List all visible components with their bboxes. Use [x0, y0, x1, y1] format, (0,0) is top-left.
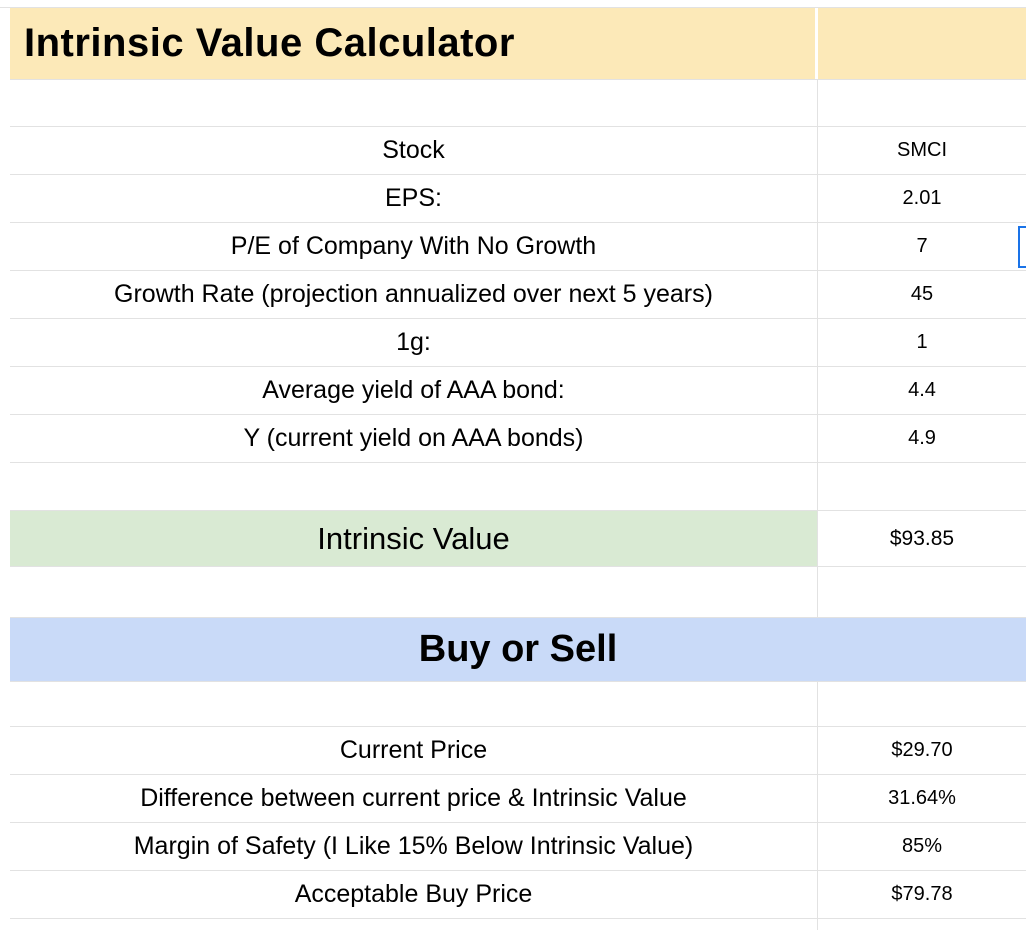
header-row: Intrinsic Value Calculator [10, 8, 1026, 80]
row-value: 7 [916, 235, 928, 257]
buy-or-sell-title: Buy or Sell [418, 628, 618, 670]
intrinsic-value-result: $93.85 [889, 526, 955, 550]
label-cell[interactable]: Growth Rate (projection annualized over … [10, 271, 818, 318]
row-value: 4.9 [908, 427, 936, 449]
value-cell[interactable]: 1 [818, 319, 1026, 366]
top-gridline [0, 0, 1026, 8]
table-row: Margin of Safety (I Like 15% Below Intri… [10, 823, 1026, 871]
label-cell[interactable]: 1g: [10, 319, 818, 366]
row-value: 45 [910, 283, 934, 305]
intrinsic-value-label-cell[interactable]: Intrinsic Value [10, 511, 818, 566]
table-row: 1g: 1 [10, 319, 1026, 367]
label-cell[interactable]: Y (current yield on AAA bonds) [10, 415, 818, 462]
label-cell[interactable]: Margin of Safety (I Like 15% Below Intri… [10, 823, 818, 870]
row-value: 1 [916, 331, 928, 353]
label-cell[interactable]: P/E of Company With No Growth [10, 223, 818, 270]
value-cell[interactable]: 85% [818, 823, 1026, 870]
value-cell[interactable]: 4.4 [818, 367, 1026, 414]
row-value: $79.78 [891, 883, 953, 905]
row-value: 85% [901, 835, 943, 857]
table-row [10, 80, 1026, 127]
value-cell[interactable]: 31.64% [818, 775, 1026, 822]
title-cell[interactable]: Intrinsic Value Calculator [10, 8, 818, 79]
empty-cell[interactable] [10, 567, 818, 617]
table-row: Average yield of AAA bond: 4.4 [10, 367, 1026, 415]
row-label: Acceptable Buy Price [294, 880, 533, 908]
row-label: Stock [382, 136, 445, 164]
value-cell[interactable]: $79.78 [818, 871, 1026, 918]
table-row [10, 463, 1026, 511]
table-row [10, 567, 1026, 618]
table-row: Growth Rate (projection annualized over … [10, 271, 1026, 319]
sheet-grid: Intrinsic Value Calculator Stock SMCI EP… [10, 8, 1026, 930]
row-label: Growth Rate (projection annualized over … [114, 280, 713, 308]
buy-or-sell-banner[interactable]: Buy or Sell [10, 618, 1026, 682]
empty-cell[interactable] [818, 463, 1026, 510]
page-title: Intrinsic Value Calculator [24, 21, 515, 65]
row-label: Current Price [339, 736, 488, 764]
value-cell[interactable]: $29.70 [818, 727, 1026, 774]
table-row: EPS: 2.01 [10, 175, 1026, 223]
row-value: 2.01 [902, 187, 942, 209]
row-label: Margin of Safety (I Like 15% Below Intri… [133, 832, 694, 860]
intrinsic-value-label: Intrinsic Value [317, 520, 510, 556]
value-cell[interactable]: 2.01 [818, 175, 1026, 222]
intrinsic-value-result-cell[interactable]: $93.85 [818, 511, 1026, 566]
empty-cell[interactable] [10, 80, 818, 126]
cell-selection-border [1018, 226, 1026, 268]
header-spacer-cell[interactable] [818, 8, 1026, 79]
empty-cell[interactable] [818, 567, 1026, 617]
table-row [10, 919, 1026, 930]
empty-cell[interactable] [10, 919, 818, 930]
label-cell[interactable]: Difference between current price & Intri… [10, 775, 818, 822]
row-value: 4.4 [908, 379, 936, 401]
value-cell[interactable]: 7 [818, 223, 1026, 270]
label-cell[interactable]: Average yield of AAA bond: [10, 367, 818, 414]
value-cell[interactable]: 4.9 [818, 415, 1026, 462]
table-row: Stock SMCI [10, 127, 1026, 175]
row-label: EPS: [385, 184, 442, 212]
label-cell[interactable]: Current Price [10, 727, 818, 774]
value-cell[interactable]: SMCI [818, 127, 1026, 174]
table-row: P/E of Company With No Growth 7 [10, 223, 1026, 271]
table-row: Difference between current price & Intri… [10, 775, 1026, 823]
row-label: Difference between current price & Intri… [140, 784, 687, 812]
row-label: P/E of Company With No Growth [230, 232, 597, 260]
row-value: 31.64% [888, 787, 956, 809]
empty-cell[interactable] [818, 80, 1026, 126]
empty-cell[interactable] [10, 682, 818, 726]
row-value: SMCI [897, 139, 947, 161]
table-row: Y (current yield on AAA bonds) 4.9 [10, 415, 1026, 463]
empty-cell[interactable] [818, 682, 1026, 726]
label-cell[interactable]: EPS: [10, 175, 818, 222]
intrinsic-value-row: Intrinsic Value $93.85 [10, 511, 1026, 567]
empty-cell[interactable] [818, 919, 1026, 930]
table-row: Acceptable Buy Price $79.78 [10, 871, 1026, 919]
table-row: Current Price $29.70 [10, 727, 1026, 775]
table-row [10, 682, 1026, 727]
row-label: Average yield of AAA bond: [262, 376, 565, 404]
empty-cell[interactable] [10, 463, 818, 510]
label-cell[interactable]: Acceptable Buy Price [10, 871, 818, 918]
row-label: 1g: [396, 328, 431, 356]
value-cell[interactable]: 45 [818, 271, 1026, 318]
label-cell[interactable]: Stock [10, 127, 818, 174]
row-label: Y (current yield on AAA bonds) [243, 424, 584, 452]
row-value: $29.70 [891, 739, 953, 761]
